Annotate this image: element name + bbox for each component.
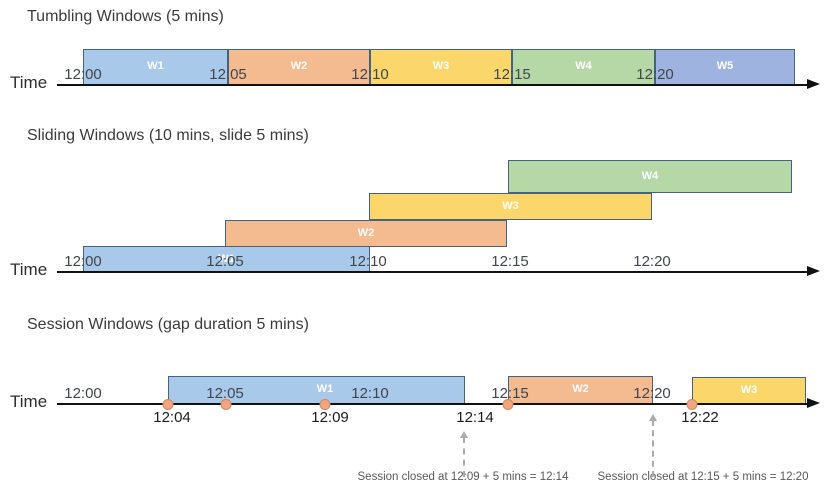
callout-dashed-line-1 [463,437,465,477]
event-time-label-1204: 12:04 [153,409,191,426]
callout-annotation-2: Session closed at 12:15 + 5 mins = 12:20 [597,471,809,483]
tick-label-tumbling-1215: 12:15 [493,66,531,83]
tick-label-tumbling-1220: 12:20 [636,66,674,83]
window-label-tumbling-w3: W3 [432,60,450,72]
window-label-tumbling-w4: W4 [575,60,592,72]
tick-label-sliding-1210: 12:10 [349,253,387,270]
callout-dashed-line-2 [652,420,654,477]
window-sliding-w1 [83,246,370,273]
time-axis-tumbling [57,84,808,86]
window-sliding-w3 [369,193,652,220]
window-label-sliding-w1: W1 [218,252,235,265]
event-dot-4 [502,399,514,410]
time-axis-arrowhead-sliding [807,266,820,276]
callout-up-arrowhead-2 [649,414,657,421]
event-dot-5 [686,399,698,410]
window-label-session-w1: W1 [316,383,334,395]
tick-label-tumbling-1210: 12:10 [351,66,389,83]
event-time-label-1222: 12:22 [681,409,719,426]
window-label-sliding-w2: W2 [357,226,375,239]
time-axis-label-tumbling: Time [10,73,48,92]
window-label-session-w2: W2 [572,383,589,395]
window-label-sliding-w3: W3 [502,199,519,212]
time-axis-arrowhead-session [807,398,820,408]
diagram-title-session: Session Windows (gap duration 5 mins) [27,316,309,333]
tick-label-session-1210: 12:10 [351,385,389,402]
event-dot-2 [220,399,232,410]
tick-label-sliding-1205: 12:05 [206,253,244,270]
window-sliding-w4 [508,160,792,193]
time-axis-label-session: Time [10,392,48,411]
event-time-label-1214: 12:14 [456,409,494,426]
tick-label-sliding-1200: 12:00 [64,253,102,270]
tick-label-tumbling-1205: 12:05 [209,66,247,83]
time-axis-sliding [57,271,808,273]
time-axis-session [57,403,808,405]
diagram-title-sliding: Sliding Windows (10 mins, slide 5 mins) [27,127,309,144]
tick-label-session-1205: 12:05 [206,385,244,402]
window-label-sliding-w4: W4 [641,169,659,182]
time-axis-label-sliding: Time [10,260,48,279]
callout-annotation-1: Session closed at 12:09 + 5 mins = 12:14 [357,471,569,483]
window-tumbling-w4 [512,49,655,85]
tick-label-sliding-1220: 12:20 [633,253,671,270]
tick-label-session-1200: 12:00 [64,385,102,402]
window-label-tumbling-w5: W5 [716,60,734,72]
window-label-tumbling-w2: W2 [290,60,308,72]
tick-label-session-1215: 12:15 [491,385,529,402]
event-dot-3 [319,399,331,410]
window-tumbling-w2 [228,49,370,85]
event-dot-1 [162,399,174,410]
window-sliding-w2 [225,220,507,247]
window-label-tumbling-w1: W1 [147,60,164,72]
tick-label-tumbling-1200: 12:00 [64,66,102,83]
event-time-label-1209: 12:09 [311,409,349,426]
tick-label-sliding-1215: 12:15 [491,253,529,270]
window-tumbling-w1 [83,49,228,85]
tick-label-session-1220: 12:20 [633,385,671,402]
window-session-w2 [508,376,653,404]
window-label-session-w3: W3 [740,383,758,396]
callout-up-arrowhead-1 [460,431,468,438]
time-axis-arrowhead-tumbling [807,79,820,89]
diagram-title-tumbling: Tumbling Windows (5 mins) [27,8,224,25]
